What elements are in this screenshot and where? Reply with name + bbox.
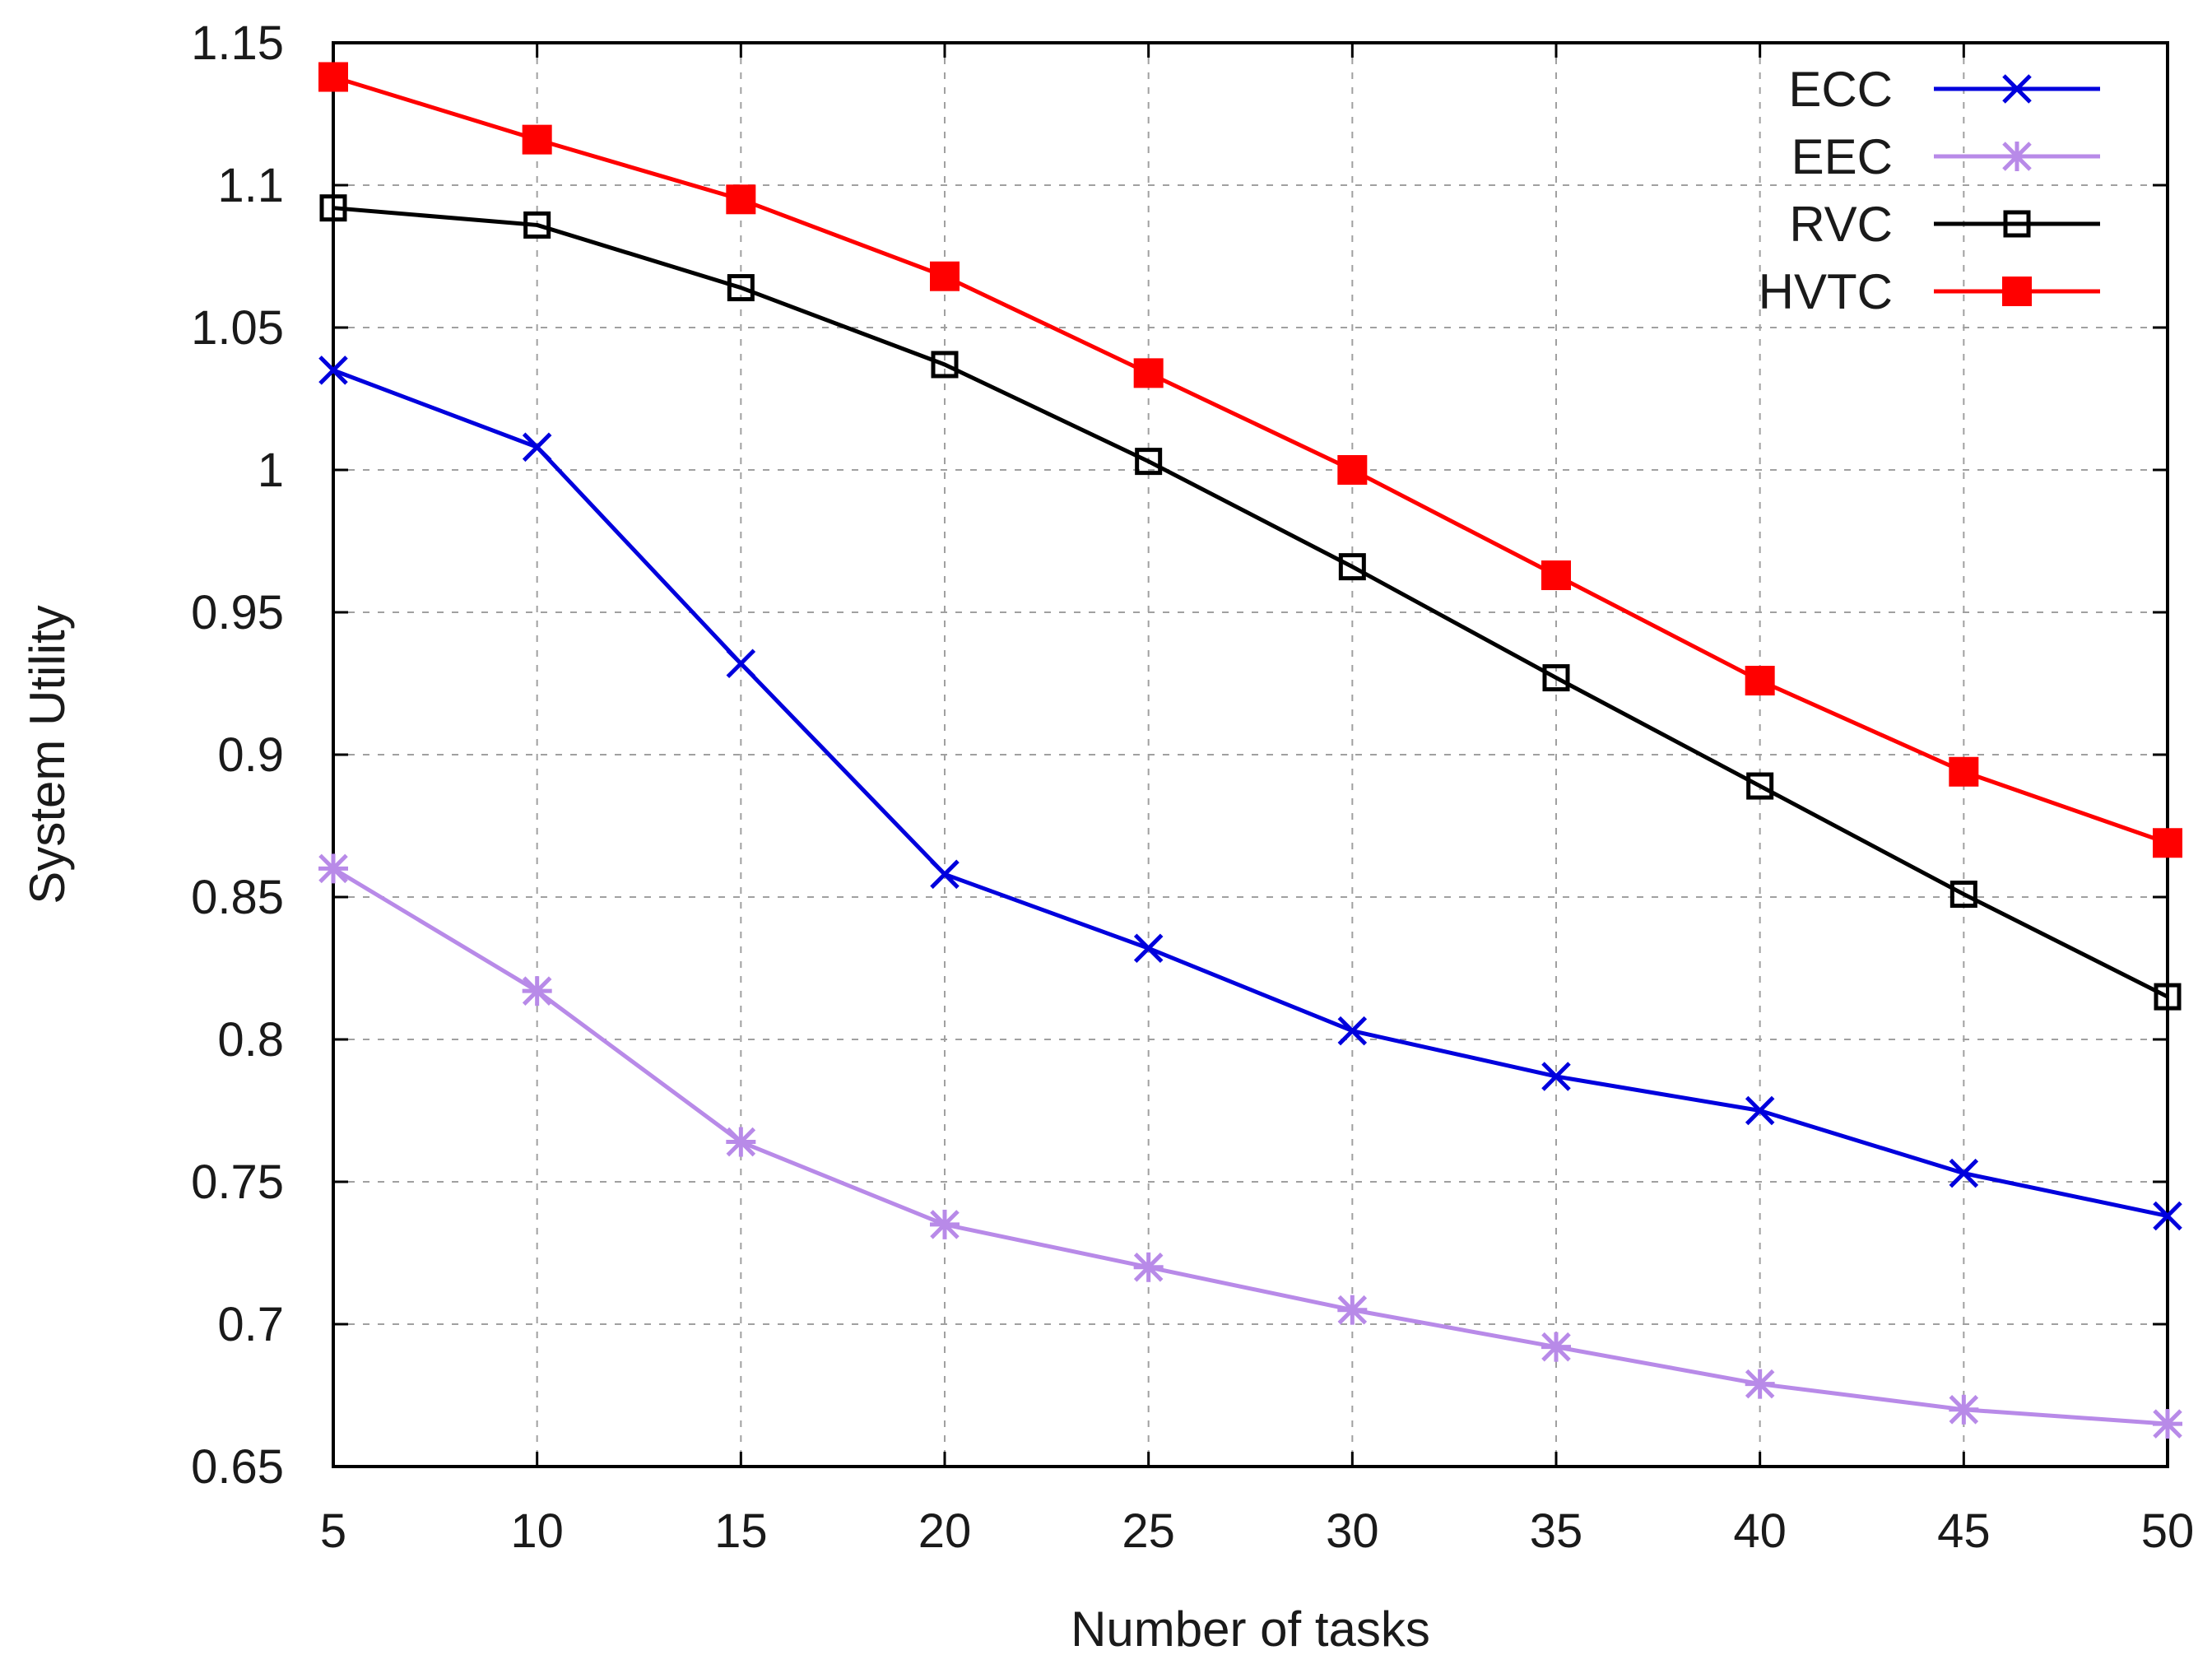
data-point-ecc [1949, 1158, 1979, 1188]
legend-marker-hvtc [2002, 277, 2032, 306]
legend-marker-rvc [2003, 210, 2031, 238]
data-point-rvc [1542, 664, 1570, 692]
data-point-rvc [1746, 772, 1774, 800]
x-tick-label: 50 [2141, 1504, 2195, 1558]
y-tick-label: 0.65 [191, 1440, 284, 1494]
data-point-ecc [318, 356, 348, 385]
y-tick-label: 0.75 [191, 1155, 284, 1209]
data-point-eec [1745, 1369, 1775, 1399]
data-point-ecc [2153, 1201, 2182, 1231]
data-point-hvtc [1337, 455, 1368, 485]
data-point-eec [1949, 1394, 1979, 1425]
data-point-rvc [727, 274, 755, 302]
y-tick-label: 1.15 [191, 16, 284, 70]
x-tick-label: 20 [918, 1504, 972, 1558]
data-point-ecc [1133, 933, 1164, 964]
data-point-rvc [1949, 881, 1977, 909]
y-tick-label: 0.7 [217, 1298, 284, 1351]
data-point-ecc [1745, 1095, 1775, 1126]
series-eec [318, 853, 2182, 1439]
data-point-eec [930, 1209, 960, 1239]
legend-label-rvc: RVC [1789, 197, 1893, 252]
series-hvtc [318, 62, 2182, 858]
y-tick-label: 0.85 [191, 871, 284, 924]
ticks-layer: 5 10 15 20 25 30 35 40 45 50 0.65 0.7 0.75 0.8 0.85 0.9… [191, 16, 2194, 1558]
data-point-eec [1133, 1252, 1164, 1282]
data-point-ecc [930, 859, 960, 890]
data-point-rvc [319, 194, 347, 222]
x-tick-label: 35 [1530, 1504, 1583, 1558]
data-point-rvc [1135, 448, 1163, 476]
x-tick-label: 5 [320, 1504, 346, 1558]
legend-item-hvtc: HVTC [1759, 264, 2100, 319]
legend-item-ecc: ECC [1788, 62, 2100, 117]
data-point-hvtc [1949, 756, 1979, 787]
y-tick-label: 0.9 [217, 728, 284, 782]
x-tick-label: 45 [1937, 1504, 1991, 1558]
y-tick-label: 0.95 [191, 586, 284, 639]
x-tick-label: 25 [1122, 1504, 1175, 1558]
y-tick-label: 0.8 [217, 1013, 284, 1067]
data-point-rvc [523, 211, 551, 239]
data-point-eec [726, 1127, 756, 1157]
y-axis-label: System Utility [20, 605, 75, 904]
x-tick-label: 10 [510, 1504, 564, 1558]
legend-label-ecc: ECC [1788, 62, 1893, 117]
series-line-hvtc [332, 75, 2168, 845]
grid-layer [333, 43, 2168, 1467]
data-point-eec [1541, 1332, 1571, 1362]
x-tick-label: 40 [1733, 1504, 1787, 1558]
y-tick-label: 1.05 [191, 301, 284, 355]
data-point-rvc [1338, 553, 1366, 581]
series-rvc [319, 194, 2182, 1011]
data-point-eec [2153, 1409, 2182, 1439]
data-point-hvtc [726, 184, 756, 215]
x-tick-label: 15 [714, 1504, 768, 1558]
data-point-hvtc [318, 62, 348, 92]
data-point-hvtc [1133, 358, 1164, 388]
legend-item-rvc: RVC [1789, 197, 2100, 252]
data-point-hvtc [1541, 560, 1571, 591]
data-point-eec [522, 976, 552, 1007]
legend: ECC EEC RVC HVTC [1759, 62, 2100, 319]
legend-label-eec: EEC [1791, 129, 1893, 184]
legend-marker-eec [2002, 142, 2032, 171]
legend-item-eec: EEC [1791, 129, 2100, 184]
data-point-ecc [726, 649, 756, 679]
y-tick-label: 1 [258, 444, 284, 497]
series-ecc [318, 356, 2182, 1231]
data-point-hvtc [522, 124, 552, 155]
data-point-eec [1337, 1295, 1368, 1325]
data-point-hvtc [1745, 666, 1775, 696]
series-layer [318, 62, 2182, 1439]
series-line-eec [332, 867, 2168, 1426]
data-point-hvtc [2153, 828, 2182, 858]
y-tick-label: 1.1 [217, 159, 284, 212]
legend-marker-ecc [2002, 74, 2032, 104]
series-line-ecc [332, 368, 2168, 1218]
x-tick-label: 30 [1326, 1504, 1379, 1558]
series-line-rvc [332, 206, 2169, 999]
data-point-rvc [2154, 983, 2182, 1011]
data-point-hvtc [930, 261, 960, 291]
data-point-ecc [1337, 1016, 1368, 1046]
legend-label-hvtc: HVTC [1759, 264, 1893, 319]
data-point-ecc [522, 432, 552, 463]
data-point-ecc [1541, 1062, 1571, 1091]
data-point-rvc [931, 351, 959, 379]
x-axis-label: Number of tasks [1071, 1602, 1430, 1657]
data-point-eec [318, 853, 348, 884]
